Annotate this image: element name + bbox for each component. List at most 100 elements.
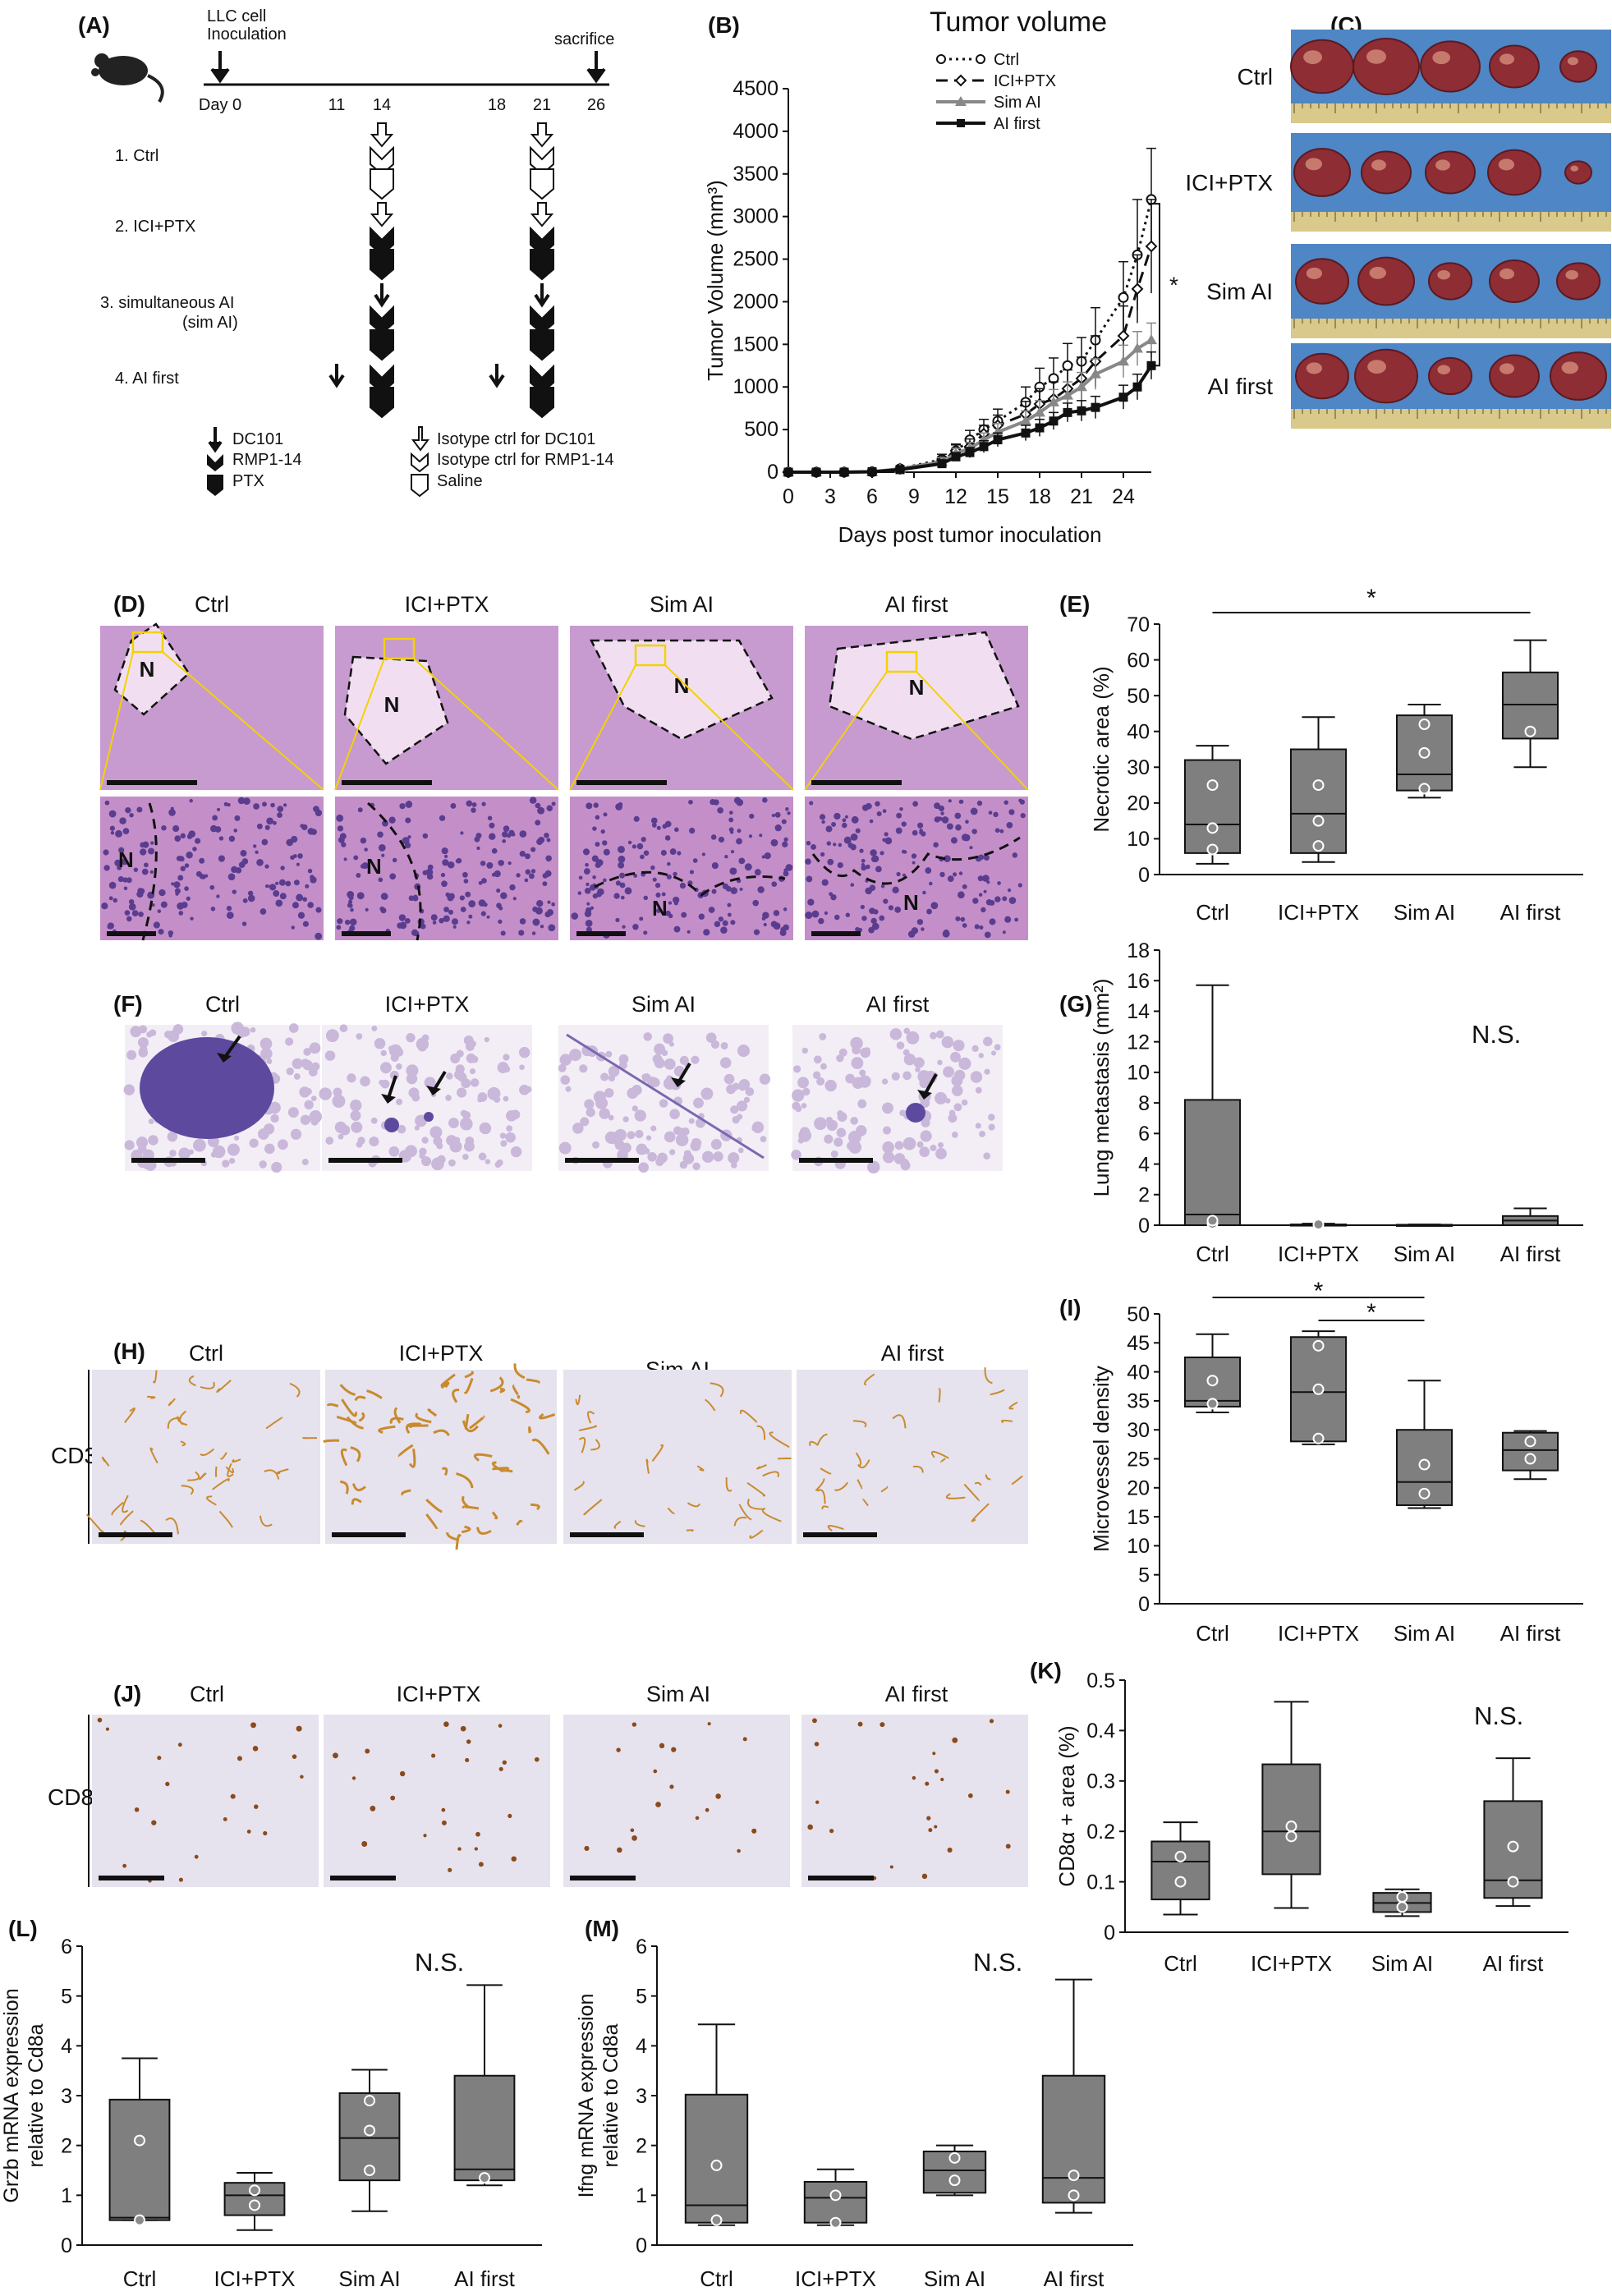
cell: [443, 1721, 449, 1727]
cell: [430, 914, 438, 921]
cell: [468, 900, 476, 907]
y-tick-label: 0: [767, 461, 778, 484]
d-title-ici-ptx: ICI+PTX: [405, 592, 489, 617]
cell: [946, 823, 953, 830]
data-point: [1418, 783, 1431, 795]
cell: [865, 802, 872, 810]
cell: [787, 811, 791, 815]
cell: [819, 1033, 827, 1040]
vessel: [464, 1413, 470, 1430]
vessel: [510, 1398, 530, 1414]
cell: [813, 1055, 822, 1064]
cell: [486, 861, 494, 869]
vessel: [199, 1472, 207, 1481]
cell: [896, 871, 901, 877]
zoom-line: [916, 671, 1029, 791]
cell: [301, 824, 308, 831]
vessel: [855, 1452, 862, 1467]
cell: [547, 900, 551, 904]
cell: [174, 835, 181, 843]
cell: [595, 815, 600, 820]
vessel: [590, 1439, 600, 1451]
data-point: [1174, 1876, 1187, 1888]
vessel: [853, 1420, 867, 1428]
cell: [954, 812, 962, 820]
x-tick-label-sim-ai: Sim AI: [338, 2266, 400, 2291]
cell: [325, 1029, 339, 1043]
y-tick-label: 3: [636, 2085, 647, 2108]
isotype-arrow-mark: [530, 202, 554, 227]
zoom-line: [569, 664, 636, 791]
tumor: [1293, 148, 1351, 197]
point: [1062, 389, 1073, 400]
cell: [916, 1141, 924, 1148]
vessel: [147, 1395, 156, 1399]
vessel: [433, 1429, 450, 1437]
box-ai-first: [1501, 639, 1559, 769]
metastasis-nodule: [906, 1103, 925, 1123]
panel-label-d: (D): [113, 591, 145, 617]
x-tick-label-ai-first: AI first: [1500, 1621, 1561, 1646]
cell: [831, 821, 837, 827]
ptx-pentagon-mark: [530, 168, 554, 200]
y-tick-label: 16: [1127, 970, 1150, 993]
y-tick-label: 18: [1127, 939, 1150, 962]
vessel: [200, 1381, 215, 1389]
point: [1063, 407, 1072, 417]
cell: [344, 919, 351, 925]
cell: [545, 855, 552, 862]
cell: [681, 912, 687, 918]
cell: [860, 904, 865, 910]
cell: [498, 919, 503, 924]
vessel: [491, 1461, 504, 1473]
tumor-highlight: [1369, 266, 1387, 279]
cell: [218, 855, 225, 862]
cell: [137, 1036, 149, 1049]
box-sim-ai: [922, 2144, 987, 2197]
legend-label-ai-first: AI first: [994, 115, 1040, 133]
y-tick-label: 4: [61, 2035, 72, 2058]
vessel: [687, 1502, 700, 1508]
cell: [406, 1064, 419, 1077]
cell: [341, 842, 347, 847]
tumor: [1489, 354, 1540, 398]
vessel: [512, 1384, 519, 1396]
cell: [350, 1100, 362, 1112]
cell: [139, 1045, 148, 1054]
point: [937, 459, 947, 469]
ruler: [1291, 319, 1611, 338]
cell: [941, 1035, 954, 1049]
cell: [347, 902, 353, 908]
cell: [532, 918, 540, 926]
cell: [114, 859, 122, 866]
cell: [511, 1856, 517, 1862]
cell: [500, 1140, 507, 1147]
tumor-highlight: [1498, 158, 1514, 171]
cell: [967, 1793, 973, 1798]
cell: [406, 1032, 416, 1043]
cell: [569, 1049, 582, 1062]
cell: [819, 814, 826, 820]
rmp1-14-chevron-mark: [530, 145, 554, 176]
cell: [380, 893, 388, 900]
isotype-arrow-mark: [370, 122, 394, 148]
cell: [455, 1064, 465, 1074]
cell: [389, 873, 397, 880]
vessel: [181, 1485, 194, 1495]
cell: [771, 813, 776, 818]
cell: [108, 881, 117, 889]
cell: [857, 1721, 863, 1727]
cell: [919, 1146, 930, 1158]
cell: [645, 1135, 652, 1141]
cell: [405, 801, 413, 808]
cell: [586, 902, 590, 906]
cell: [222, 1159, 230, 1168]
cell: [445, 1095, 452, 1101]
vessel: [167, 1417, 181, 1429]
arrow-head: [381, 1094, 396, 1104]
vessel: [464, 1371, 475, 1379]
cell: [901, 821, 907, 827]
cell: [861, 865, 867, 871]
cell: [656, 825, 661, 830]
point: [951, 452, 961, 461]
